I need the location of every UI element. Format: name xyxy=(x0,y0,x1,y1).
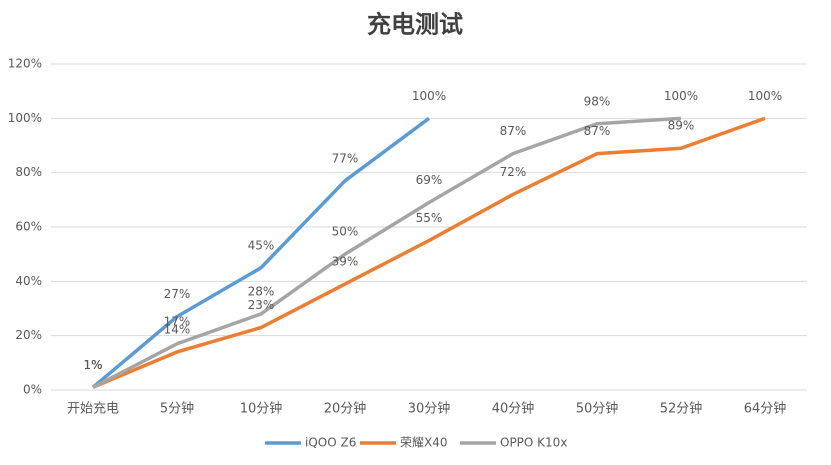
data-label: 39% xyxy=(332,255,359,269)
data-label: 89% xyxy=(668,119,695,133)
data-label: 100% xyxy=(412,89,446,103)
x-tick-label: 10分钟 xyxy=(240,401,283,417)
y-tick-label: 60% xyxy=(15,220,42,234)
series-line xyxy=(91,116,431,389)
y-tick-label: 20% xyxy=(15,328,42,342)
series-line xyxy=(92,116,682,389)
series-line xyxy=(92,116,766,389)
data-label: 100% xyxy=(664,89,698,103)
x-tick-label: 5分钟 xyxy=(160,401,194,417)
x-tick-label: 64分钟 xyxy=(744,401,787,417)
x-tick-label: 开始充电 xyxy=(67,401,119,417)
data-label: 100% xyxy=(748,89,782,103)
legend-label: iQOO Z6 xyxy=(305,436,356,450)
data-label: 14% xyxy=(164,322,191,336)
x-tick-label: 52分钟 xyxy=(660,401,703,417)
data-label: 45% xyxy=(248,238,275,252)
data-label: 1% xyxy=(83,358,102,372)
data-label: 28% xyxy=(248,284,275,298)
data-label: 87% xyxy=(500,124,527,138)
data-label: 17% xyxy=(164,314,191,328)
y-tick-label: 40% xyxy=(15,274,42,288)
y-tick-label: 100% xyxy=(8,111,42,125)
data-label: 23% xyxy=(248,298,275,312)
data-label: 55% xyxy=(416,211,443,225)
data-label: 69% xyxy=(416,173,443,187)
data-label: 50% xyxy=(332,225,359,239)
y-tick-label: 0% xyxy=(23,383,42,397)
data-label: 72% xyxy=(500,165,527,179)
x-tick-label: 40分钟 xyxy=(492,401,535,417)
x-tick-label: 30分钟 xyxy=(408,401,451,417)
y-tick-label: 80% xyxy=(15,165,42,179)
data-label: 87% xyxy=(584,124,611,138)
data-label: 27% xyxy=(164,287,191,301)
y-tick-label: 120% xyxy=(8,57,42,71)
chart-title: 充电测试 xyxy=(367,10,463,39)
legend-label: OPPO K10x xyxy=(500,436,567,450)
data-label: 98% xyxy=(584,94,611,108)
legend-label: 荣耀X40 xyxy=(400,436,448,450)
x-tick-label: 20分钟 xyxy=(324,401,367,417)
data-label: 1% xyxy=(83,358,102,372)
data-label: 77% xyxy=(332,151,359,165)
x-tick-label: 50分钟 xyxy=(576,401,619,417)
data-label: 1% xyxy=(83,358,102,372)
